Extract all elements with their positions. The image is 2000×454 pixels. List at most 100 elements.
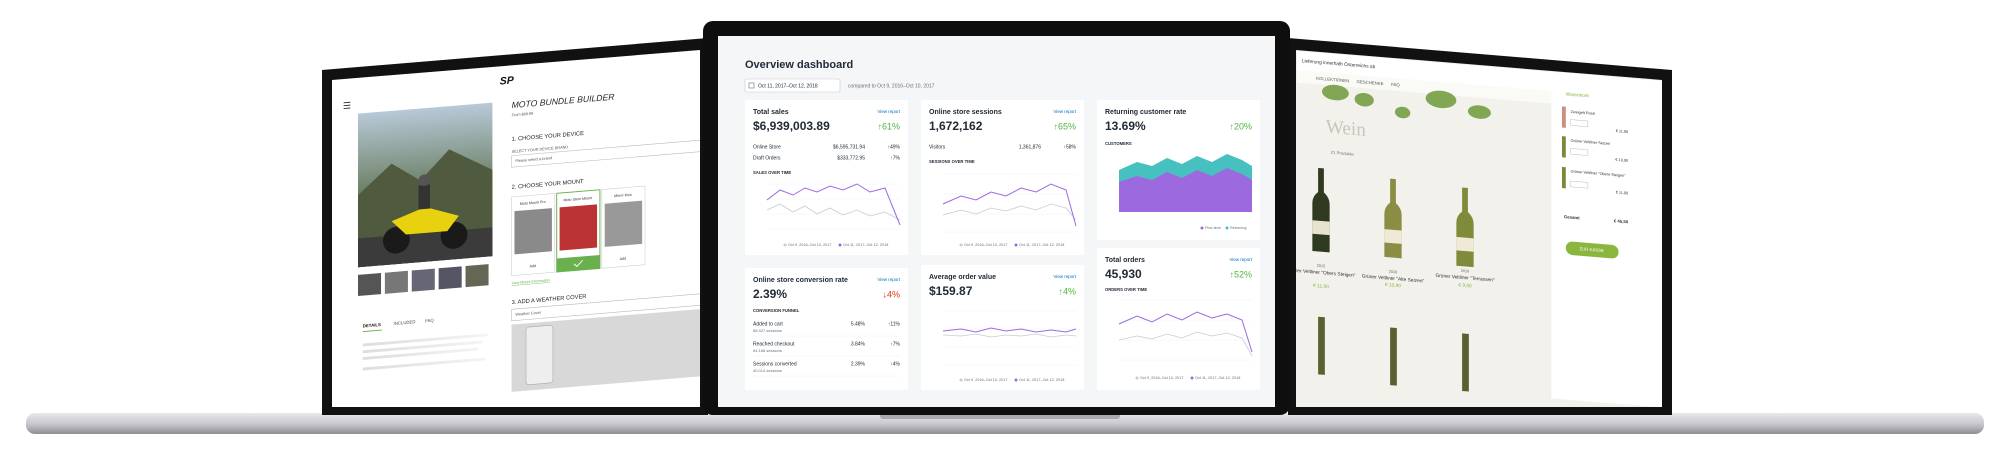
legend-label: Oct 9, 2016–Oct 10, 2017 [1140,376,1183,380]
card-change: ↑65% [1053,121,1076,131]
step-heading: 1. CHOOSE YOUR DEVICE [512,131,584,143]
chart-title: CUSTOMERS [1105,141,1132,146]
card-bg [921,265,1084,390]
shape [1570,148,1589,156]
calendar-icon [748,82,755,89]
shape [411,268,435,292]
shape [358,273,382,297]
card-change: ↑20% [1229,121,1252,131]
legend-label: Oct 11, 2017–Oct 12, 2018 [843,243,888,247]
cart-item-name: Grüner Veltliner Setzen [1571,139,1611,146]
cart-item-name: Grüner Veltliner "Obere Steigen" [1571,169,1627,178]
shape [1390,327,1397,386]
shape [418,184,431,210]
card-change: ↓4% [882,289,900,299]
price: From $69.99 [512,112,534,118]
product-name: Grüner Veltliner "Alte Setzen" [1362,273,1425,284]
legend-label: Oct 11, 2017–Oct 12, 2018 [1019,243,1064,247]
product-price: € 9,50 [1458,282,1472,289]
vintage: 2015 [1317,264,1326,269]
row-change: ↑58% [1063,144,1076,150]
funnel-sessions: 88,927 sessions [753,328,782,333]
chart-grid [1119,299,1252,361]
tab: FAQ [425,318,434,324]
more-bottles [1318,316,1469,392]
legend-swatch [1014,243,1018,247]
card-title: Returning customer rate [1105,109,1186,116]
logo: SP [500,74,515,87]
card-title: Online store conversion rate [753,277,848,284]
vintage: 2016 [1461,269,1470,274]
mount-card[interactable]: Mirror Mou Add [601,185,646,269]
view-report[interactable]: View report [1053,109,1076,114]
cart-item-name: Zweigelt Rosé [1571,110,1595,116]
card-orders: Total orders View report 45,930 ↑52% ORD… [1097,248,1260,390]
paragraph [362,333,488,371]
checkout-label[interactable]: ZUR KASSE [1580,246,1605,253]
legend-swatch [838,243,842,247]
chart-title: ORDERS OVER TIME [1105,287,1147,292]
field-label: SELECT YOUR DEVICE BRAND [512,145,569,154]
view-report[interactable]: View report [877,277,900,282]
mount-card[interactable]: Moto Stem Mount [556,189,601,273]
shape [1354,92,1374,107]
nav-link[interactable]: FAQ [1391,82,1400,88]
shape [1570,180,1589,189]
view-report[interactable]: View report [877,109,900,114]
cover-name: Weather Cover [515,311,541,317]
funnel-step: Added to cart [753,321,783,327]
mount-card[interactable]: Moto Mount Pro Add [511,193,556,277]
brand-select[interactable] [511,139,704,168]
legend-label: First-time [1205,226,1221,230]
shape [1384,229,1402,244]
shape [343,104,351,107]
legend-swatch [959,243,963,247]
card-value: $159.87 [929,284,973,298]
checkout-button[interactable] [1565,241,1619,259]
card-title: Online store sessions [929,109,1002,116]
date-picker[interactable] [744,78,841,93]
tab: DETAILS [363,322,381,328]
legend-swatch [1200,226,1204,230]
check-icon [573,259,583,268]
step-heading: 2. CHOOSE YOUR MOUNT [512,179,584,191]
card-bg [745,268,908,390]
cart-item: Grüner Veltliner Setzen € 10,90 [1561,136,1628,163]
shape [1570,119,1589,128]
current-line [942,183,1077,227]
total-label: Gesamt [1564,214,1580,220]
mount-info-link[interactable]: View Mount Information [512,278,550,285]
view-report[interactable]: View report [1229,257,1252,262]
legend-swatch [1135,376,1139,380]
prior-line [766,203,901,221]
legend-swatch [1014,378,1018,382]
selected-bar [556,254,600,272]
shape [384,270,408,294]
view-report[interactable]: View report [1053,274,1076,279]
current-line [1118,311,1253,353]
current-line [942,327,1077,333]
select-placeholder: Please select a brand [515,156,552,163]
row-change: ↑49% [887,144,900,150]
funnel-step: Sessions converted [753,361,797,367]
shape [438,266,462,290]
funnel-change: ↑7% [890,341,900,347]
shape [559,204,598,251]
funnel-change: ↑4% [890,361,900,367]
legend-swatch [1190,376,1194,380]
shape [1462,333,1469,392]
funnel-sessions: 40,014 sessions [753,368,782,373]
first-time-area [1119,168,1252,212]
shape [1561,166,1566,189]
shape [418,174,431,186]
nav-link[interactable]: GESCHENKE [1357,79,1384,86]
row-label: Draft Orders [753,155,781,161]
row-label: Online Store [753,144,781,150]
nav-link[interactable]: KOLLEKTIONEN [1316,76,1349,84]
chart-title: SESSIONS OVER TIME [929,159,975,164]
card-value: $6,939,003.89 [753,119,830,133]
row-label: Visitors [929,144,946,150]
